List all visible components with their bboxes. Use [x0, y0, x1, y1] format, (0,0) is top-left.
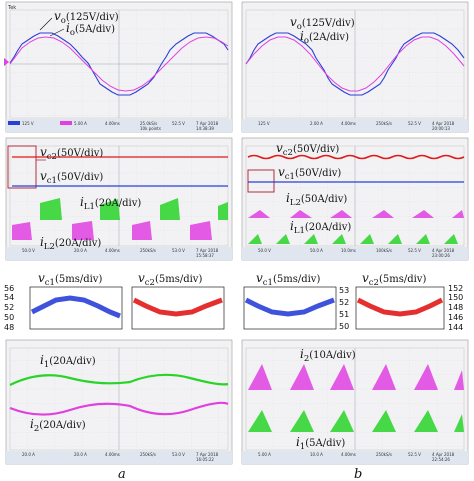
svg-text:20.0 A: 20.0 A [22, 452, 35, 457]
svg-text:250kS/s: 250kS/s [376, 121, 392, 126]
status-time: 4.00ms [105, 121, 120, 126]
zoom-vc2-a: vc2(5ms/div) [131, 271, 225, 330]
svg-text:15:58:37: 15:58:37 [196, 253, 214, 258]
svg-text:100kS/s: 100kS/s [376, 248, 392, 253]
svg-text:iL1(20A/div): iL1(20A/div) [80, 195, 141, 212]
i2-trace-a [9, 401, 229, 416]
scope-top-b: 125 V 2.00 A 4.00ms 250kS/s 52.5 V 4 Apr… [241, 1, 469, 133]
status-rate: 25.0kS/s [140, 121, 157, 126]
i2-trace-b [248, 364, 464, 390]
svg-text:iL2(20A/div): iL2(20A/div) [40, 235, 101, 252]
svg-text:i2(10A/div): i2(10A/div) [300, 347, 356, 364]
svg-text:52: 52 [339, 298, 349, 307]
svg-text:4 Apr 2018: 4 Apr 2018 [432, 248, 455, 253]
svg-text:50.0 V: 50.0 V [22, 248, 35, 253]
svg-text:7 Apr 2018: 7 Apr 2018 [196, 452, 219, 457]
svg-text:4.00ms: 4.00ms [105, 452, 120, 457]
svg-text:54: 54 [4, 293, 14, 302]
svg-text:iL2(50A/div): iL2(50A/div) [286, 191, 347, 208]
svg-text:250kS/s: 250kS/s [140, 452, 156, 457]
svg-text:51: 51 [339, 310, 349, 319]
status-trig: 52.5 V [172, 121, 185, 126]
svg-text:48: 48 [4, 323, 14, 332]
scope-mid-a: 50.0 V 20.0 A 4.00ms 250kS/s 53.0 V 7 Ap… [5, 137, 233, 261]
scope-bot-a: 20.0 A 20.0 A 4.00ms 250kS/s 53.0 V 7 Ap… [5, 339, 233, 465]
svg-text:20.0 A: 20.0 A [74, 248, 87, 253]
svg-text:22:54:26: 22:54:26 [432, 457, 450, 462]
svg-text:56: 56 [4, 284, 14, 293]
svg-text:4.00ms: 4.00ms [341, 452, 356, 457]
scope-bot-b: 5.00 A 10.0 A 4.00ms 250kS/s 52.5 V 4 Ap… [241, 339, 469, 465]
svg-text:i1(20A/div): i1(20A/div) [40, 353, 96, 370]
scope-brand: Tek [7, 5, 16, 11]
svg-text:vc1(5ms/div): vc1(5ms/div) [38, 271, 102, 288]
svg-text:4.00ms: 4.00ms [341, 121, 356, 126]
svg-text:10.0ms: 10.0ms [341, 248, 356, 253]
svg-text:52: 52 [4, 303, 14, 312]
svg-text:53.0 V: 53.0 V [172, 452, 185, 457]
vc2-trace-b [247, 154, 465, 160]
svg-text:5.00 A: 5.00 A [258, 452, 271, 457]
svg-text:7 Apr 2018: 7 Apr 2018 [196, 248, 219, 253]
svg-text:52.5 V: 52.5 V [408, 452, 421, 457]
svg-text:52.5 V: 52.5 V [408, 248, 421, 253]
svg-text:52.5 V: 52.5 V [408, 121, 421, 126]
svg-text:20.0 A: 20.0 A [74, 452, 87, 457]
io-trace-a [9, 36, 229, 92]
svg-text:20:00:13: 20:00:13 [432, 126, 450, 131]
status-ch2: 5.00 A [74, 121, 87, 126]
vo-trace-b [245, 32, 465, 96]
panel-label-a: a [118, 467, 126, 481]
svg-text:144: 144 [448, 323, 463, 332]
svg-text:4.00ms: 4.00ms [105, 248, 120, 253]
svg-text:vc2(5ms/div): vc2(5ms/div) [362, 271, 426, 288]
svg-text:i2(20A/div): i2(20A/div) [30, 417, 86, 434]
svg-text:250kS/s: 250kS/s [376, 452, 392, 457]
status-ch1: 125 V [22, 121, 34, 126]
svg-text:4 Apr 2018: 4 Apr 2018 [432, 452, 455, 457]
label-vo-a: vo(125V/div) [54, 9, 119, 26]
svg-text:vc1(5ms/div): vc1(5ms/div) [256, 271, 320, 288]
i1-trace-a [9, 373, 229, 386]
svg-text:2.00 A: 2.00 A [310, 121, 323, 126]
panel-label-b: b [354, 467, 362, 481]
svg-text:10.0 A: 10.0 A [310, 452, 323, 457]
svg-text:53: 53 [339, 286, 349, 295]
svg-text:vc2(5ms/div): vc2(5ms/div) [138, 271, 202, 288]
zoom-vc2-b: 152 150 148 146 144 vc2(5ms/div) [355, 271, 463, 332]
vo-trace-a [9, 32, 229, 96]
svg-text:io(2A/div): io(2A/div) [300, 29, 349, 46]
svg-text:146: 146 [448, 313, 463, 322]
svg-text:50: 50 [339, 322, 349, 331]
svg-text:i1(5A/div): i1(5A/div) [296, 435, 345, 452]
svg-text:50.0 V: 50.0 V [258, 248, 271, 253]
svg-text:iL1(20A/div): iL1(20A/div) [290, 219, 351, 236]
i1-trace-b [248, 410, 464, 432]
svg-text:250kS/s: 250kS/s [140, 248, 156, 253]
svg-text:148: 148 [448, 303, 463, 312]
zoom-vc1-a: 56 54 52 50 48 vc1(5ms/div) [4, 271, 123, 332]
svg-text:50: 50 [4, 313, 14, 322]
svg-text:4 Apr 2018: 4 Apr 2018 [432, 121, 455, 126]
svg-text:150: 150 [448, 293, 463, 302]
il2-trace-b [248, 210, 464, 218]
svg-text:152: 152 [448, 284, 463, 293]
svg-text:16:05:22: 16:05:22 [196, 457, 214, 462]
svg-text:50.0 A: 50.0 A [310, 248, 323, 253]
status-pts: 10k points [140, 126, 161, 131]
io-trace-b [245, 36, 465, 92]
scope-top-a: Tek 125 V 5.00 A 4.00ms 25.0kS/s 10k poi… [4, 1, 233, 133]
svg-text:53.0 V: 53.0 V [172, 248, 185, 253]
svg-text:vo(125V/div): vo(125V/div) [290, 15, 355, 32]
scope-mid-b: 50.0 V 50.0 A 10.0ms 100kS/s 52.5 V 4 Ap… [241, 137, 469, 261]
il1-trace-a [12, 198, 228, 220]
status-clock: 14:38:39 [196, 126, 214, 131]
zoom-vc1-b: 53 52 51 50 vc1(5ms/div) [243, 271, 349, 331]
status-date: 7 Apr 2018 [196, 121, 219, 126]
svg-text:125 V: 125 V [258, 121, 270, 126]
il2-trace-a [12, 221, 228, 240]
label-io-a: io(5A/div) [66, 21, 115, 38]
svg-text:23:00:26: 23:00:26 [432, 253, 450, 258]
